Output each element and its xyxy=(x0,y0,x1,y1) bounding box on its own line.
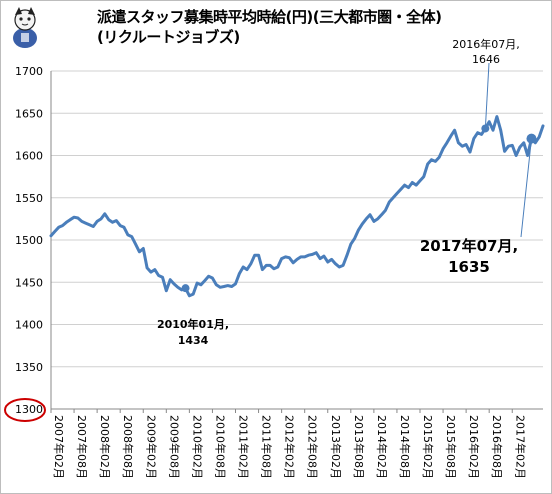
annotation-label-line1: 2016年07月, xyxy=(452,37,520,51)
series-line xyxy=(49,115,545,298)
x-tick-label: 2010年02月 xyxy=(190,415,204,479)
annotation-leader xyxy=(520,138,532,238)
y-tick-label: 1550 xyxy=(15,192,43,205)
x-tick-label: 2016年08月 xyxy=(490,415,504,479)
y-tick-label: 1600 xyxy=(15,150,43,163)
x-tick-label: 2009年08月 xyxy=(167,415,181,479)
x-tick-label: 2014年02月 xyxy=(375,415,389,479)
x-tick-label: 2014年08月 xyxy=(398,415,412,479)
x-tick-label: 2008年02月 xyxy=(98,415,112,479)
y-tick-label: 1700 xyxy=(15,65,43,78)
data-point-marker xyxy=(181,284,190,293)
x-tick-label: 2012年02月 xyxy=(283,415,297,479)
annotation-label-line2: 1646 xyxy=(472,53,500,66)
x-tick-label: 2007年08月 xyxy=(75,415,89,479)
x-tick-label: 2010年08月 xyxy=(213,415,227,479)
y-tick-label: 1300 xyxy=(15,403,43,416)
y-tick-label: 1350 xyxy=(15,361,43,374)
highlight-ellipse xyxy=(4,398,46,422)
x-tick-label: 2015年08月 xyxy=(444,415,458,479)
annotation-leader xyxy=(484,62,490,129)
x-tick-label: 2007年02月 xyxy=(52,415,66,479)
chart-title-line2: (リクルートジョブズ) xyxy=(97,28,240,46)
annotation-label-line2: 1635 xyxy=(448,258,490,276)
annotation-label-line1: 2017年07月, xyxy=(420,237,518,255)
y-tick-label: 1450 xyxy=(15,276,43,289)
annotation-label-line1: 2010年01月, xyxy=(157,317,229,331)
mascot-logo xyxy=(7,5,43,49)
x-tick-label: 2015年02月 xyxy=(421,415,435,479)
x-tick-label: 2013年02月 xyxy=(329,415,343,479)
x-tick-label: 2009年02月 xyxy=(144,415,158,479)
x-tick-label: 2013年08月 xyxy=(352,415,366,479)
x-tick-label: 2011年08月 xyxy=(260,415,274,479)
x-tick-label: 2016年02月 xyxy=(467,415,481,479)
chart-title-line1: 派遣スタッフ募集時平均時給(円)(三大都市圏・全体) xyxy=(97,8,442,26)
chart-title: 派遣スタッフ募集時平均時給(円)(三大都市圏・全体) (リクルートジョブズ) xyxy=(97,7,517,47)
x-tick-label: 2017年02月 xyxy=(513,415,527,479)
y-tick-label: 1400 xyxy=(15,319,43,332)
x-tick-label: 2011年02月 xyxy=(237,415,251,479)
y-tick-label: 1650 xyxy=(15,107,43,120)
annotation-label-line2: 1434 xyxy=(178,334,209,347)
x-tick-label: 2012年08月 xyxy=(306,415,320,479)
y-tick-label: 1500 xyxy=(15,234,43,247)
x-tick-label: 2008年08月 xyxy=(121,415,135,479)
